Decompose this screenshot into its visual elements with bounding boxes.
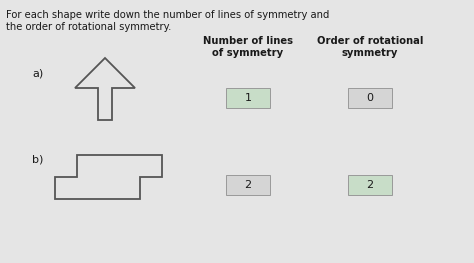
Text: 2: 2: [245, 180, 252, 190]
FancyBboxPatch shape: [348, 88, 392, 108]
FancyBboxPatch shape: [226, 175, 270, 195]
Text: the order of rotational symmetry.: the order of rotational symmetry.: [6, 22, 172, 32]
Text: a): a): [32, 68, 43, 78]
Text: Number of lines
of symmetry: Number of lines of symmetry: [203, 36, 293, 58]
Text: For each shape write down the number of lines of symmetry and: For each shape write down the number of …: [6, 10, 329, 20]
FancyBboxPatch shape: [348, 175, 392, 195]
Text: 0: 0: [366, 93, 374, 103]
Text: 2: 2: [366, 180, 374, 190]
FancyBboxPatch shape: [226, 88, 270, 108]
Text: b): b): [32, 155, 44, 165]
Text: Order of rotational
symmetry: Order of rotational symmetry: [317, 36, 423, 58]
Text: 1: 1: [245, 93, 252, 103]
